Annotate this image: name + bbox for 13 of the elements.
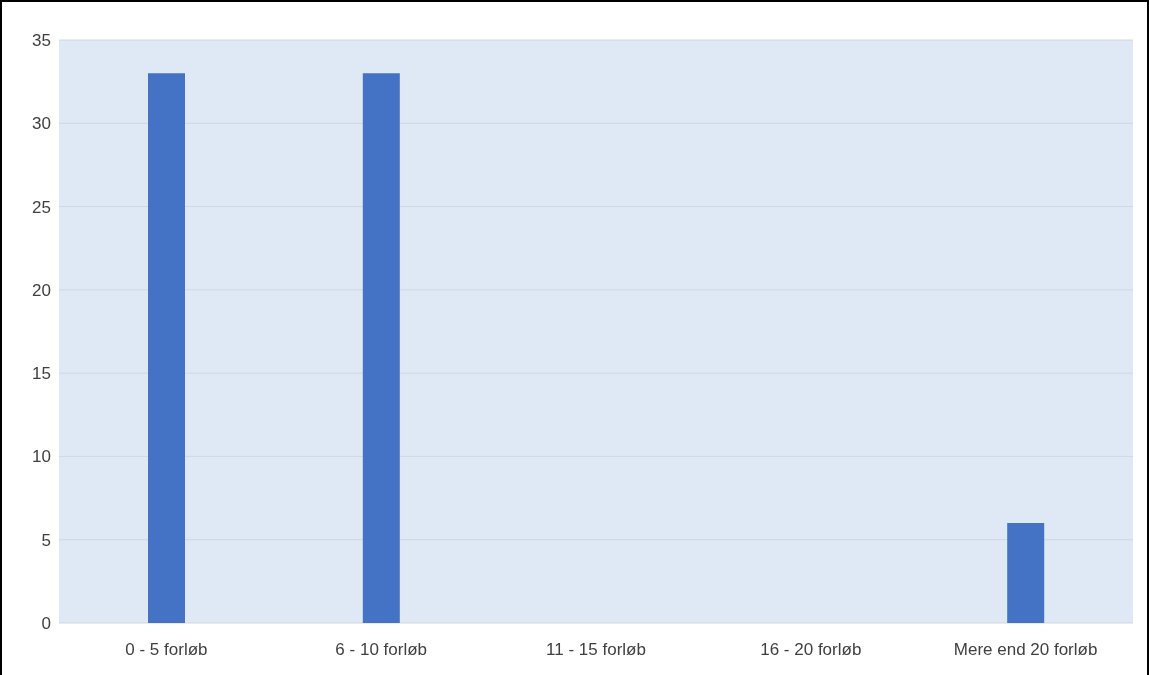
x-tick-label: 6 - 10 forløb (335, 640, 428, 660)
y-tick-label: 30 (32, 114, 51, 134)
x-tick-label: 11 - 15 forløb (546, 640, 646, 660)
y-tick-label: 20 (32, 280, 51, 300)
y-tick-label: 5 (41, 530, 51, 550)
y-tick-label: 25 (32, 197, 51, 217)
y-tick-label: 35 (32, 31, 51, 51)
x-tick-label: Mere end 20 forløb (953, 640, 1098, 660)
x-tick-label: 0 - 5 forløb (125, 640, 208, 660)
y-tick-label: 15 (32, 364, 51, 384)
y-tick-label: 0 (41, 614, 51, 634)
y-tick-label: 10 (32, 447, 51, 467)
x-tick-label: 16 - 20 forløb (760, 640, 862, 660)
